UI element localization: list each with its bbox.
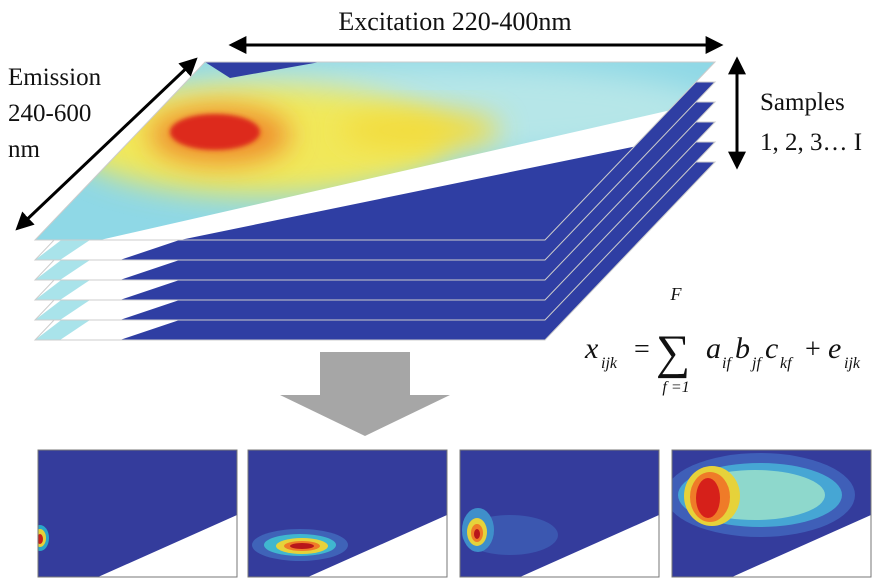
eq-subscript: jf xyxy=(750,355,763,372)
down-arrow xyxy=(280,352,450,436)
eq-subscript: ijk xyxy=(844,355,861,372)
eem-parafac-diagram: Excitation 220-400nm Emission 240-600 nm… xyxy=(0,0,893,581)
equation: x ijk = ∑ F f =1 a if b jf c kf + e ijk xyxy=(584,284,861,396)
eq-symbol: = xyxy=(634,334,650,365)
eq-limit: F xyxy=(670,284,683,304)
eq-symbol: x xyxy=(584,332,599,365)
emission-label: nm xyxy=(8,136,41,163)
component-panel xyxy=(31,450,237,577)
eq-subscript: if xyxy=(722,355,733,372)
eq-symbol: a xyxy=(706,332,721,365)
eq-sum: ∑ xyxy=(656,326,690,379)
component-panel xyxy=(460,450,659,577)
eq-symbol: + xyxy=(805,334,821,365)
eq-symbol: b xyxy=(735,332,750,365)
component-panel xyxy=(665,450,871,577)
eq-symbol: c xyxy=(765,332,778,365)
emission-label: 240-600 xyxy=(8,100,91,127)
eq-limit: f =1 xyxy=(662,379,689,396)
eq-symbol: e xyxy=(828,332,841,365)
component-panel xyxy=(248,450,447,577)
eq-subscript: ijk xyxy=(601,355,618,372)
eq-subscript: kf xyxy=(780,355,794,372)
excitation-label: Excitation 220-400nm xyxy=(338,7,571,36)
emission-label: Emission xyxy=(8,64,102,91)
samples-label: Samples xyxy=(760,89,845,116)
samples-label: 1, 2, 3… I xyxy=(760,129,862,156)
